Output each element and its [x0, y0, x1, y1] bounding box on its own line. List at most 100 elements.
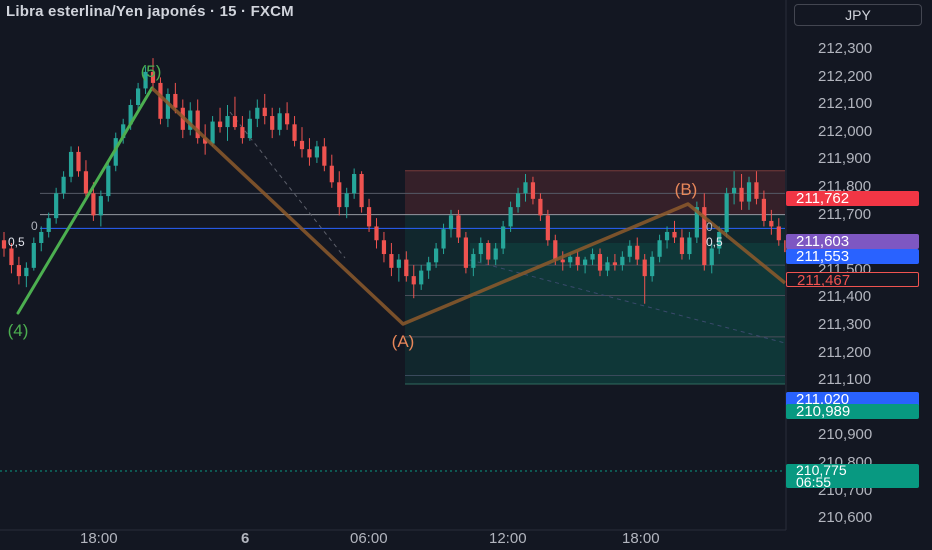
candle-body: [434, 248, 439, 263]
dashed-projection: [469, 259, 786, 344]
candle-body: [776, 226, 781, 241]
candle-body: [486, 243, 491, 260]
corrective-wave-line: [150, 86, 787, 326]
fib-half-label-right: 0,5: [706, 235, 723, 249]
candle-body: [344, 193, 349, 208]
candle-body: [620, 256, 625, 266]
candle-body: [188, 110, 193, 130]
candle-body: [352, 174, 357, 194]
candle-body: [426, 262, 431, 271]
candle-body: [389, 254, 394, 268]
candle-body: [679, 237, 685, 255]
fib-half-price-badge: 211,603: [786, 234, 919, 249]
candle-body: [83, 171, 89, 194]
candle-body: [24, 267, 29, 277]
candle-body: [583, 259, 588, 266]
candle-body: [210, 121, 215, 144]
candle-body: [478, 243, 483, 255]
candle-body: [255, 107, 260, 119]
candle-body: [277, 113, 282, 130]
candle-body: [232, 116, 238, 128]
candle-body: [471, 254, 476, 268]
candle-body: [538, 198, 543, 216]
candle-body: [1, 240, 7, 249]
candle-body: [530, 182, 536, 199]
wave-5-label: (5): [141, 62, 162, 81]
candle-body: [68, 151, 74, 177]
candle-body: [374, 226, 379, 241]
time-axis-label: 06:00: [350, 530, 388, 547]
candle-body: [493, 248, 498, 260]
bar-countdown: 06:55: [796, 474, 832, 490]
candle-body: [322, 146, 327, 166]
candle-body: [694, 207, 699, 238]
price-axis-label: 212,300: [818, 40, 873, 57]
candle-body: [337, 182, 342, 208]
wave-b-label: (B): [675, 180, 698, 199]
candle-body: [456, 215, 461, 238]
candle-body: [381, 240, 387, 255]
wave-a-label: (A): [392, 332, 415, 351]
candle-body: [411, 276, 416, 285]
candle-body: [217, 121, 223, 128]
price-axis-label: 211,800: [818, 178, 872, 195]
price-axis-label: 211,300: [818, 316, 872, 333]
candle-body: [16, 265, 21, 277]
current-price-badge: 210,775 06:55: [786, 462, 919, 490]
candle-body: [404, 259, 409, 277]
candle-body: [307, 149, 312, 158]
candle-body: [195, 110, 200, 139]
candle-body: [687, 237, 692, 255]
candle-body: [128, 105, 133, 125]
candle-body: [270, 116, 275, 130]
candle-body: [501, 226, 506, 249]
time-axis-label: 12:00: [489, 530, 527, 547]
candle-body: [664, 231, 670, 241]
target-b-price-badge: 210,989: [786, 404, 919, 419]
candle-body: [61, 176, 66, 194]
candle-body: [314, 146, 319, 158]
candle-body: [605, 262, 610, 271]
candle-body: [463, 237, 468, 268]
candle-body: [359, 174, 364, 208]
candle-body: [642, 259, 647, 277]
candle-body: [9, 248, 14, 266]
candle-body: [98, 196, 103, 216]
stop-zone: [405, 170, 785, 215]
candle-body: [396, 259, 401, 268]
candle-body: [54, 193, 59, 219]
price-axis-label: 211,100: [818, 371, 872, 389]
candle-body: [612, 262, 617, 266]
price-axis-label: 211,200: [818, 343, 872, 361]
candle-body: [143, 71, 148, 89]
candle-body: [523, 182, 528, 194]
candle-body: [732, 187, 737, 194]
top-zone-price-badge: 211,762: [786, 191, 919, 206]
price-axis-label: 211,900: [818, 150, 872, 168]
candle-body: [31, 243, 36, 268]
candle-body: [568, 256, 573, 263]
candle-body: [508, 207, 513, 227]
last-close-price-badge: 211,467: [786, 272, 919, 288]
candle-body: [769, 220, 774, 227]
candle-body: [299, 140, 305, 150]
candle-body: [165, 93, 170, 119]
candle-body: [106, 165, 111, 197]
dashed-projection: [229, 111, 346, 259]
currency-button[interactable]: JPY: [794, 4, 922, 26]
candle-body: [597, 254, 603, 271]
current-price: 210,775: [796, 462, 847, 478]
price-axis-label: 212,100: [818, 95, 873, 113]
candle-body: [203, 138, 208, 144]
candle-body: [292, 124, 297, 141]
candle-body: [761, 198, 766, 221]
target-a-price-badge: 211,020: [786, 392, 919, 407]
candle-body: [672, 231, 677, 238]
candle-body: [150, 71, 156, 83]
candle-body: [158, 82, 163, 119]
candle-body: [91, 193, 96, 216]
price-axis-label: 211,700: [818, 205, 872, 223]
candle-body: [746, 182, 752, 202]
candle-body: [419, 270, 424, 285]
